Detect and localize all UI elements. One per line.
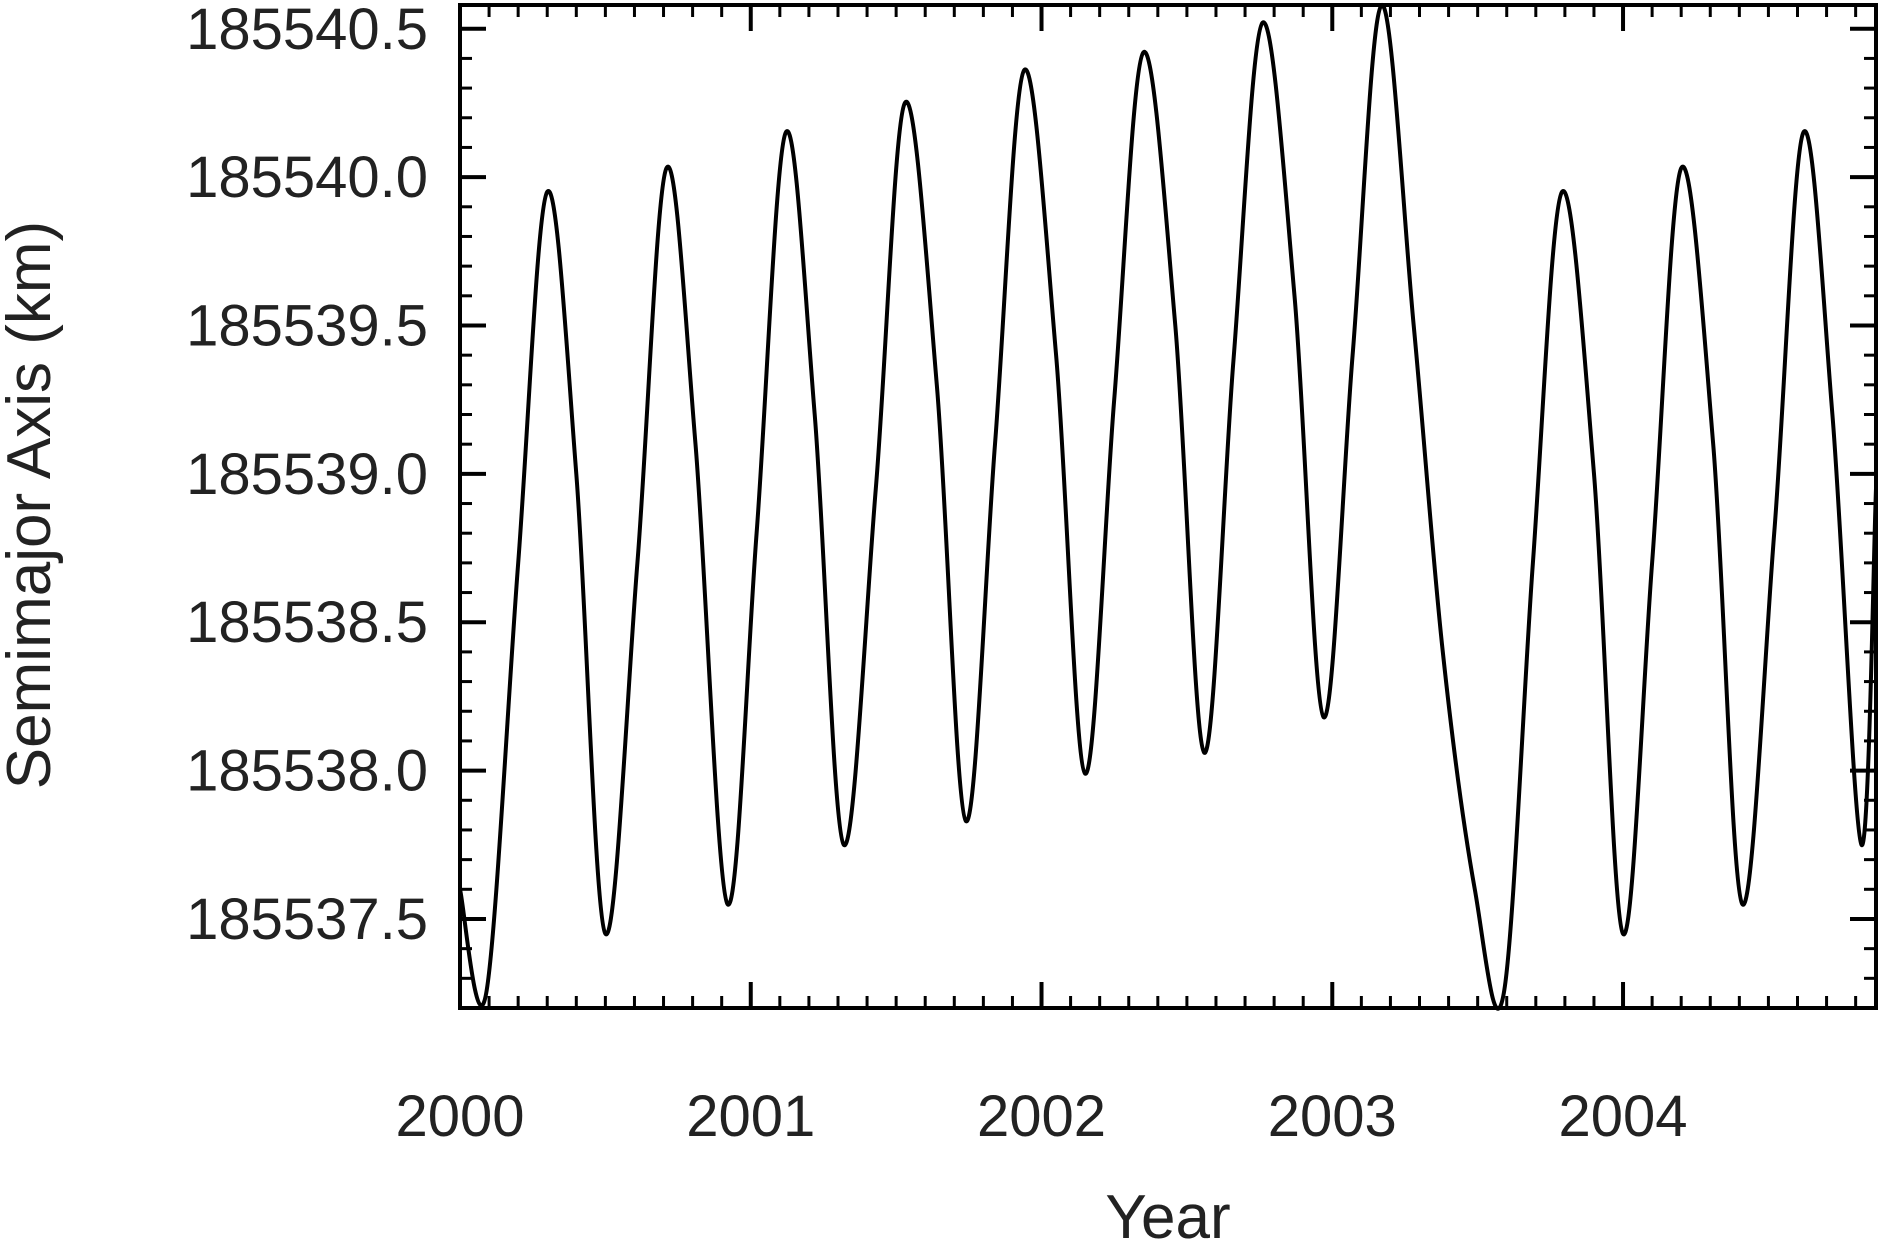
y-tick-labels: 185537.5 185538.0 185538.5 185539.0 185539.5…	[186, 0, 428, 952]
y-tick-label: 185538.5	[186, 590, 428, 655]
x-tick-label: 2002	[977, 1084, 1106, 1149]
y-tick-label: 185538.0	[186, 739, 428, 804]
x-tick-labels: 2000 2001 2002 2003 2004	[395, 1084, 1687, 1149]
x-tick-label: 2001	[686, 1084, 815, 1149]
minor-ticks	[458, 5, 1876, 1010]
series-line-semimajor-axis	[458, 2, 1878, 1011]
x-tick-label: 2004	[1559, 1084, 1688, 1149]
y-tick-label: 185540.0	[186, 145, 428, 210]
y-tick-label: 185537.5	[186, 887, 428, 952]
x-tick-label: 2003	[1268, 1084, 1397, 1149]
y-tick-label: 185540.5	[186, 0, 428, 62]
major-ticks	[458, 5, 1876, 1008]
x-axis-label: Year	[1105, 1183, 1230, 1240]
y-tick-label: 185539.5	[186, 293, 428, 358]
x-tick-label: 2000	[395, 1084, 524, 1149]
y-tick-label: 185539.0	[186, 442, 428, 507]
y-axis-label: Semimajor Axis (km)	[0, 221, 64, 789]
plot-frame	[458, 3, 1878, 1010]
